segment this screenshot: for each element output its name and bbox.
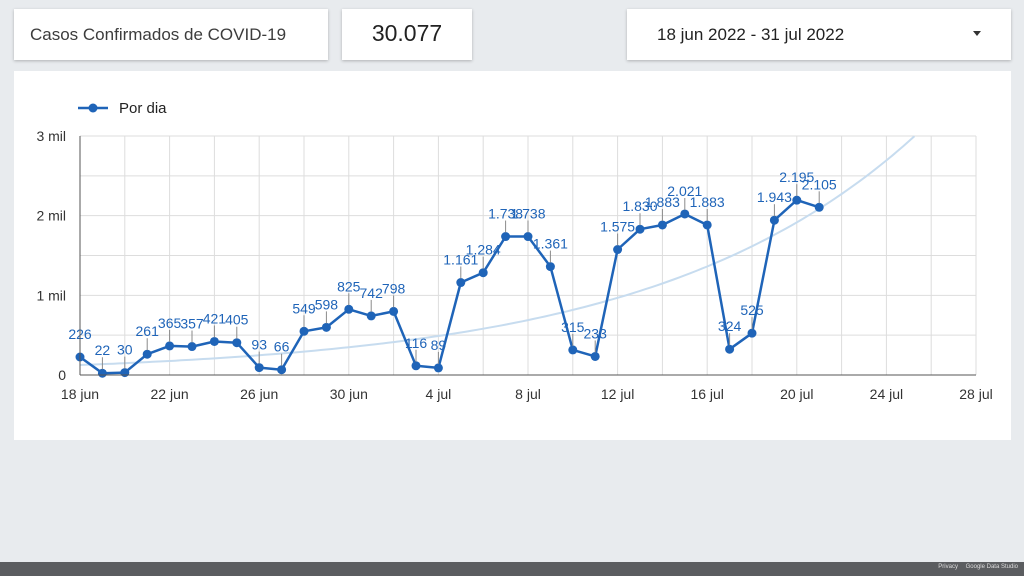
data-point[interactable]	[635, 224, 645, 234]
data-label: 1.830	[622, 198, 657, 214]
data-point[interactable]	[725, 344, 735, 354]
data-label: 324	[718, 318, 742, 334]
data-point[interactable]	[277, 365, 287, 375]
x-tick-label: 26 jun	[240, 386, 278, 402]
data-point[interactable]	[590, 351, 600, 361]
data-point[interactable]	[366, 311, 376, 321]
chart-card: 226 22 30 261 365 357 421 405 93 66 549 598 825 742 79…	[14, 71, 1011, 440]
data-label: 1.943	[757, 189, 792, 205]
trendline	[79, 135, 916, 366]
data-label: 22	[95, 342, 111, 358]
x-tick-label: 24 jul	[870, 386, 903, 402]
data-point[interactable]	[456, 278, 466, 288]
privacy-link[interactable]: Privacy	[938, 564, 958, 570]
x-tick-label: 8 jul	[515, 386, 541, 402]
legend-label[interactable]: Por dia	[119, 100, 167, 117]
data-label: 261	[136, 323, 160, 339]
y-tick-label: 0	[58, 367, 66, 383]
data-point[interactable]	[523, 232, 533, 242]
y-tick-label: 2 mil	[36, 208, 66, 224]
data-point[interactable]	[120, 368, 130, 378]
data-point[interactable]	[657, 220, 667, 230]
x-tick-label: 30 jun	[330, 386, 368, 402]
data-label: 116	[405, 335, 428, 351]
data-label: 315	[561, 319, 585, 335]
data-point[interactable]	[254, 363, 264, 373]
data-point[interactable]	[209, 336, 219, 346]
x-tick-label: 18 jun	[61, 386, 99, 402]
data-point[interactable]	[545, 262, 555, 272]
data-point[interactable]	[165, 341, 175, 351]
legend-swatch-marker	[88, 103, 98, 113]
data-label: 1.575	[600, 219, 635, 235]
y-tick-label: 3 mil	[36, 128, 66, 144]
data-label: 525	[740, 302, 764, 318]
data-point[interactable]	[680, 209, 690, 219]
data-point[interactable]	[142, 349, 152, 359]
series-line-por-dia	[79, 198, 820, 375]
x-tick-label: 16 jul	[690, 386, 723, 402]
data-point[interactable]	[299, 326, 309, 336]
data-point[interactable]	[97, 368, 107, 378]
total-cases-value: 30.077	[371, 20, 443, 46]
total-cases-scorecard: 30.077	[342, 9, 472, 60]
data-label: 405	[225, 312, 249, 328]
data-point[interactable]	[747, 328, 757, 338]
metric-title: Casos Confirmados de COVID-19	[30, 25, 287, 44]
data-point[interactable]	[321, 322, 331, 332]
data-point[interactable]	[814, 202, 824, 212]
data-label: 1.361	[533, 236, 568, 252]
data-point[interactable]	[769, 215, 779, 225]
x-tick-label: 22 jun	[151, 386, 189, 402]
data-label: 1.161	[443, 252, 478, 268]
data-label: 93	[251, 337, 267, 353]
data-point[interactable]	[792, 195, 802, 205]
data-label: 1.284	[466, 242, 501, 258]
y-tick-label: 1 mil	[36, 287, 66, 303]
data-point[interactable]	[568, 345, 578, 355]
data-studio-brand: Google Data Studio	[965, 564, 1018, 570]
data-point[interactable]	[232, 338, 242, 348]
metric-title-card: Casos Confirmados de COVID-19	[14, 9, 328, 60]
data-point[interactable]	[187, 342, 197, 352]
data-label: 233	[584, 325, 608, 341]
x-tick-label: 28 jul	[959, 386, 992, 402]
data-label: 2.021	[667, 183, 702, 199]
data-label: 1.738	[488, 206, 523, 222]
data-label: 357	[180, 316, 204, 332]
data-label: 89	[431, 337, 447, 353]
data-point[interactable]	[501, 232, 511, 242]
x-tick-label: 20 jul	[780, 386, 813, 402]
data-point[interactable]	[478, 268, 488, 278]
date-range-label: 18 jun 2022 - 31 jul 2022	[657, 25, 845, 44]
x-tick-label: 12 jul	[601, 386, 634, 402]
data-label: 1.883	[645, 194, 680, 210]
data-label: 421	[203, 310, 227, 326]
data-point[interactable]	[613, 245, 623, 255]
data-point[interactable]	[389, 306, 399, 316]
date-range-selector[interactable]: 18 jun 2022 - 31 jul 2022	[627, 9, 1011, 60]
data-label: 1.738	[510, 206, 545, 222]
data-label: 2.105	[802, 176, 837, 192]
x-tick-label: 4 jul	[426, 386, 452, 402]
dropdown-caret-icon	[973, 31, 981, 36]
data-label: 1.883	[690, 194, 725, 210]
data-point[interactable]	[433, 363, 443, 373]
data-point[interactable]	[702, 220, 712, 230]
data-label: 2.195	[779, 169, 814, 185]
data-label: 30	[117, 342, 133, 358]
data-label: 365	[158, 315, 182, 331]
data-label: 66	[274, 339, 290, 355]
data-label: 549	[292, 300, 316, 316]
data-label: 742	[360, 285, 384, 301]
data-point[interactable]	[411, 361, 421, 371]
data-label: 798	[382, 280, 406, 296]
data-point[interactable]	[344, 304, 354, 314]
footer-bar: Privacy Google Data Studio	[0, 562, 1024, 576]
data-label: 825	[337, 278, 361, 294]
data-label: 598	[315, 296, 339, 312]
